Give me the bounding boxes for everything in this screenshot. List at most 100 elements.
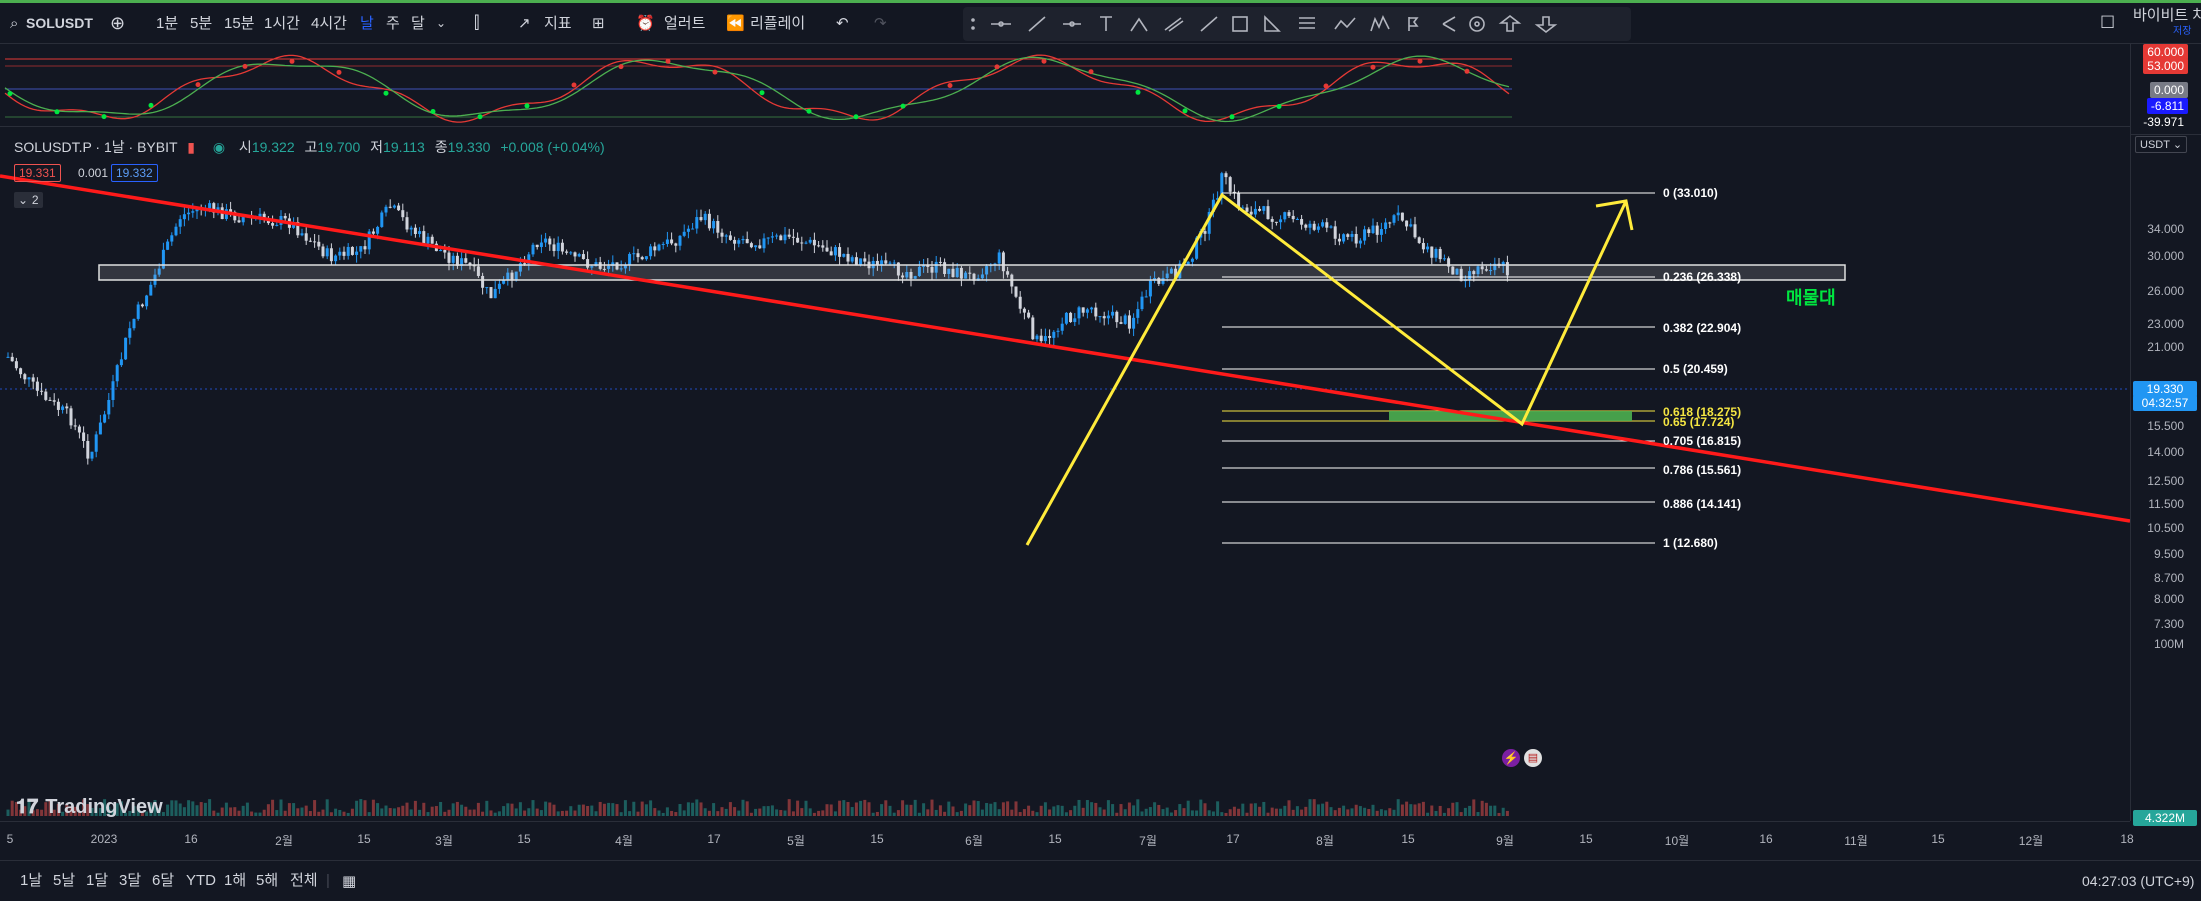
candles-icon[interactable]: ⫿ (474, 13, 480, 33)
calendar-icon[interactable]: ▦ (342, 872, 357, 890)
range-1m[interactable]: 1달 (86, 872, 109, 889)
volume-bar (863, 799, 867, 816)
candle-body (1312, 223, 1316, 230)
add-symbol-icon[interactable]: ⊕ (110, 13, 126, 34)
volume-bar (1211, 811, 1215, 816)
candle-body (23, 374, 27, 380)
range-1y[interactable]: 1해 (224, 872, 247, 889)
volume-bar (422, 802, 426, 816)
volume-bar (938, 805, 942, 816)
volume-bar (279, 799, 283, 816)
volume-bar (510, 803, 514, 816)
time-tick: 18 (2120, 832, 2134, 846)
interval-15m[interactable]: 15분 (224, 15, 255, 32)
candlestick-chart[interactable] (0, 127, 2130, 820)
indicators-button[interactable]: 지표 (544, 15, 572, 32)
save-label[interactable]: 저장 (2173, 26, 2192, 37)
range-1d[interactable]: 1날 (20, 872, 43, 889)
chevron-down-icon[interactable]: ⌄ (436, 16, 447, 30)
range-ytd[interactable]: YTD (186, 872, 216, 889)
symbol-legend[interactable]: SOLUSDT.P · 1날 · BYBIT (14, 139, 178, 155)
volume-bar (518, 802, 522, 816)
indicator-count: 2 (31, 193, 39, 207)
us-flag-event-icon[interactable]: ▤ (1524, 749, 1542, 767)
volume-bar (82, 799, 86, 816)
candle-body (35, 381, 39, 391)
candle-body (1484, 269, 1488, 271)
alert-button[interactable]: 얼러트 (664, 15, 706, 32)
interval-1w[interactable]: 주 (386, 15, 400, 32)
candle-body (1291, 215, 1295, 220)
fib-level-0: 0 (33.010) (1663, 186, 1718, 200)
volume-bar (913, 799, 917, 816)
volume-bar (1043, 802, 1047, 816)
time-tick: 2023 (90, 832, 118, 846)
oscillator-pane[interactable] (0, 44, 2130, 127)
candle-body (1018, 296, 1022, 309)
interval-1m[interactable]: 1분 (156, 15, 179, 32)
candle-body (913, 276, 917, 279)
volume-badge: 4.322M (2133, 810, 2197, 826)
volume-bar (1224, 812, 1228, 816)
candle-body (1165, 273, 1169, 278)
time-tick: 5 (6, 832, 14, 846)
flag-icon[interactable]: ▮ (187, 139, 195, 155)
main-chart-pane[interactable]: SOLUSDT.P · 1날 · BYBIT ▮ ◉ 시19.322 고19.7… (0, 127, 2130, 820)
ask-badge[interactable]: 19.332 (111, 164, 158, 182)
indicators-icon[interactable]: ↗ (518, 14, 531, 32)
interval-4h[interactable]: 4시간 (311, 15, 347, 32)
volume-bar (254, 812, 258, 816)
volume-bar (556, 811, 560, 816)
checkbox-icon[interactable]: ☐ (2100, 13, 2116, 33)
price-tick: 10.500 (2147, 521, 2184, 535)
templates-icon[interactable]: ⊞ (592, 14, 605, 32)
candle-body (791, 236, 795, 238)
price-tick: 11.500 (2148, 497, 2184, 511)
interval-5m[interactable]: 5분 (190, 15, 213, 32)
range-5d[interactable]: 5날 (53, 872, 76, 889)
range-3m[interactable]: 3달 (119, 872, 142, 889)
candle-body (577, 254, 581, 257)
bid-badge[interactable]: 19.331 (14, 164, 61, 182)
oscillator-plot (4, 54, 1512, 123)
candle-body (1379, 229, 1383, 235)
volume-bar (712, 803, 716, 816)
price-axis[interactable]: 60.000 53.000 0.000 -6.811 -39.971 USDT … (2130, 44, 2201, 826)
candle-body (1388, 222, 1392, 224)
interval-1M[interactable]: 달 (411, 15, 425, 32)
collapse-indicators-button[interactable]: ⌄ 2 (14, 192, 43, 208)
lightning-event-icon[interactable]: ⚡ (1502, 749, 1520, 767)
time-axis[interactable]: 5 2023 16 2월 15 3월 15 4월 17 5월 15 6월 15 7월 17 8월 15 9월 15 1… (0, 821, 2134, 860)
search-icon[interactable]: ⌕ (10, 14, 19, 32)
currency-select[interactable]: USDT ⌄ (2135, 136, 2188, 153)
candle-body (481, 275, 485, 288)
resistance-zone[interactable] (98, 264, 1846, 281)
volume-bar (922, 803, 926, 816)
interval-1d[interactable]: 날 (360, 15, 374, 32)
projection-path[interactable] (1025, 192, 1628, 546)
candle-body (1127, 315, 1131, 329)
symbol-search[interactable]: SOLUSDT (26, 15, 93, 31)
volume-bar (1123, 809, 1127, 816)
candle-body (413, 227, 417, 235)
range-6m[interactable]: 6달 (152, 872, 175, 889)
replay-button[interactable]: 리플레이 (750, 15, 806, 32)
descending-trendline[interactable] (0, 174, 2130, 523)
candle-body (262, 213, 266, 220)
replay-icon[interactable]: ⏪ (726, 14, 745, 32)
alert-icon[interactable]: ⏰ (636, 14, 655, 32)
candle-body (1321, 222, 1325, 227)
candle-body (1144, 296, 1148, 298)
interval-1h[interactable]: 1시간 (264, 15, 300, 32)
range-5y[interactable]: 5해 (256, 872, 279, 889)
candle-body (1346, 234, 1350, 237)
clock[interactable]: 04:27:03 (UTC+9) (2082, 873, 2195, 889)
volume-bar (661, 812, 665, 816)
account-name[interactable]: 바이비트 차 (2133, 7, 2201, 24)
undo-icon[interactable]: ↶ (836, 14, 849, 32)
candle-body (1455, 268, 1459, 275)
candle-body (783, 234, 787, 241)
volume-bar (1354, 804, 1358, 816)
drawing-tools-icons[interactable] (963, 14, 1623, 34)
range-all[interactable]: 전체 (290, 872, 318, 889)
